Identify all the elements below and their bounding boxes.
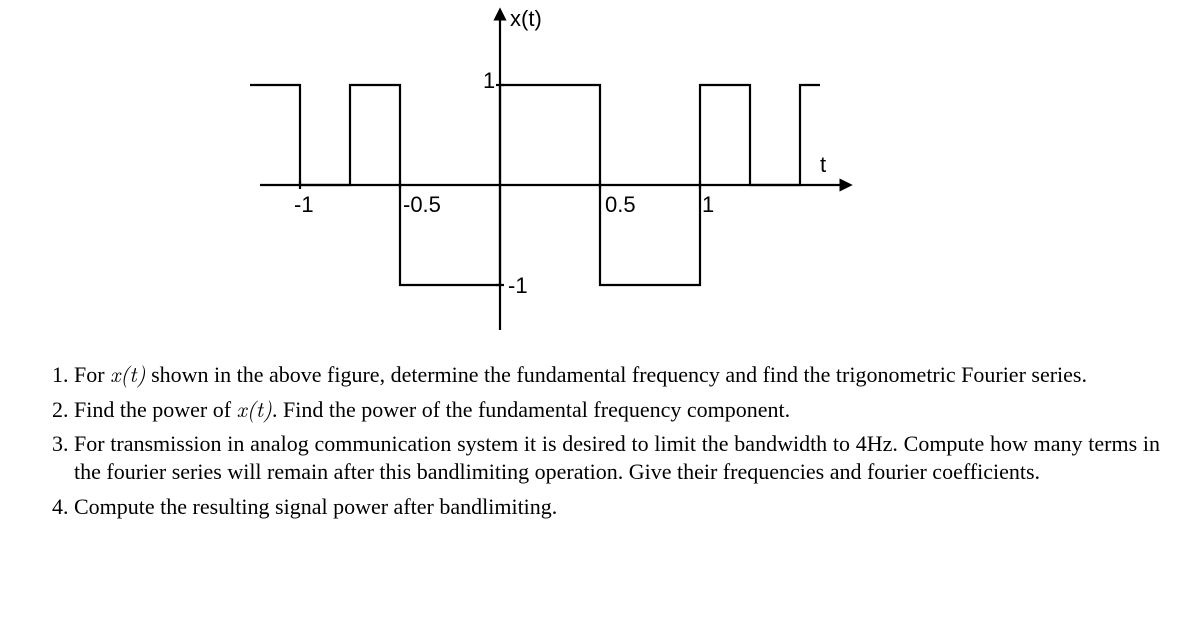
y-axis-label: x(t) [510, 6, 542, 32]
question-list: For x(t) shown in the above figure, dete… [40, 360, 1160, 527]
q2-text-b: . Find the power of the fundamental freq… [272, 397, 790, 422]
x-axis-label: t [820, 152, 826, 178]
q4-text: Compute the resulting signal power after… [74, 494, 557, 519]
question-3: For transmission in analog communication… [74, 430, 1160, 486]
waveform-svg [0, 0, 1200, 340]
xtick-pos05: 0.5 [605, 192, 636, 218]
q2-text-a: Find the power of [74, 397, 237, 422]
q3-text: For transmission in analog communication… [74, 431, 1160, 484]
question-4: Compute the resulting signal power after… [74, 493, 1160, 521]
q2-var: x(t) [237, 393, 273, 424]
square-wave-figure: x(t) t 1 -1 -1 -0.5 0.5 1 [0, 0, 1200, 340]
xtick-neg05: -0.5 [403, 192, 441, 218]
q1-text-b: shown in the above figure, determine the… [146, 362, 1087, 387]
q1-text-a: For [74, 362, 110, 387]
q1-var: x(t) [110, 358, 146, 389]
ytick-low: -1 [508, 273, 528, 299]
question-1: For x(t) shown in the above figure, dete… [74, 360, 1160, 389]
xtick-neg1: -1 [294, 192, 314, 218]
question-2: Find the power of x(t). Find the power o… [74, 395, 1160, 424]
xtick-pos1: 1 [702, 192, 714, 218]
ytick-high: 1 [483, 68, 495, 94]
